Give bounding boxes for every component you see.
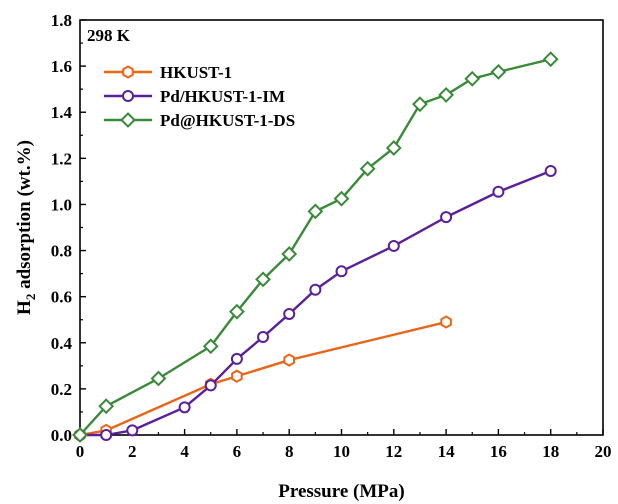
y-tick-label: 0.4 (51, 334, 73, 353)
x-tick-label: 0 (76, 442, 85, 461)
series-pd-hkust-1-ds (72, 51, 559, 443)
x-tick-label: 18 (542, 442, 559, 461)
data-point (464, 70, 481, 87)
data-point (231, 369, 243, 383)
data-point (440, 315, 452, 329)
x-tick-label: 4 (180, 442, 189, 461)
data-point (257, 331, 270, 344)
legend-label: HKUST-1 (160, 63, 232, 82)
data-point (178, 401, 191, 414)
data-point (204, 379, 217, 392)
y-axis-label-main: H (14, 300, 35, 315)
data-point (255, 271, 271, 288)
data-point (72, 427, 88, 443)
legend-swatch-marker (120, 112, 136, 128)
series-line (80, 169, 552, 437)
data-point (202, 338, 219, 355)
data-point (98, 398, 115, 415)
data-point (490, 63, 507, 80)
axes: 0 2 4 6 8 10 12 14 16 18 20 0.0 0.2 0.4 0.6 0.8 1.0 1.2 1.… (51, 11, 612, 461)
data-point (385, 140, 402, 156)
data-point (333, 190, 350, 207)
y-axis-label: H2 adsorption (wt.%) (14, 140, 38, 315)
data-point (544, 165, 557, 178)
data-point (281, 246, 298, 262)
y-tick-label: 0.6 (51, 288, 72, 307)
legend-item: Pd/HKUST-1-IM (104, 87, 285, 106)
data-point (150, 370, 167, 387)
data-point (100, 429, 113, 441)
x-tick-label: 10 (333, 442, 350, 461)
x-tick-label: 16 (490, 442, 507, 461)
data-point (228, 303, 245, 320)
x-tick-label: 20 (595, 442, 612, 461)
y-tick-label: 1.0 (51, 195, 72, 214)
x-tick-label: 12 (385, 442, 402, 461)
legend-item: HKUST-1 (104, 63, 232, 82)
y-axis-label-sub: 2 (23, 294, 38, 301)
y-tick-label: 0.2 (51, 380, 72, 399)
y-tick-label: 1.8 (51, 11, 72, 30)
y-tick-label: 1.4 (51, 103, 73, 122)
x-tick-label: 2 (128, 442, 137, 461)
legend-swatch-marker (122, 90, 134, 102)
y-axis-label-rest: adsorption (wt.%) (14, 140, 35, 294)
data-point (412, 96, 428, 113)
data-point (492, 185, 505, 198)
legend: HKUST-1 Pd/HKUST-1-IM Pd@HKUST-1-DS (104, 63, 295, 130)
data-point (438, 87, 455, 103)
legend-item: Pd@HKUST-1-DS (104, 111, 295, 130)
series-line (79, 58, 551, 436)
y-tick-label: 1.2 (51, 149, 72, 168)
data-point (309, 283, 322, 296)
temperature-annotation: 298 K (87, 26, 131, 45)
data-point (335, 265, 348, 278)
x-tick-label: 6 (233, 442, 242, 461)
data-point (283, 353, 295, 367)
x-axis-label: Pressure (MPa) (278, 481, 404, 502)
x-tick-label: 8 (285, 442, 294, 461)
data-point (230, 352, 243, 365)
y-tick-label: 0.0 (51, 426, 72, 445)
data-point (440, 211, 453, 224)
data-point (359, 160, 376, 177)
series-layer (72, 51, 559, 443)
legend-swatch-marker (122, 65, 134, 79)
data-point (542, 51, 559, 68)
legend-label: Pd/HKUST-1-IM (160, 87, 285, 106)
data-point (283, 307, 296, 320)
data-point (387, 239, 400, 252)
y-tick-label: 1.6 (51, 57, 72, 76)
x-tick-label: 14 (438, 442, 456, 461)
data-point (126, 424, 139, 437)
legend-label: Pd@HKUST-1-DS (160, 111, 295, 130)
data-point (307, 203, 324, 220)
y-tick-label: 0.8 (51, 242, 72, 261)
